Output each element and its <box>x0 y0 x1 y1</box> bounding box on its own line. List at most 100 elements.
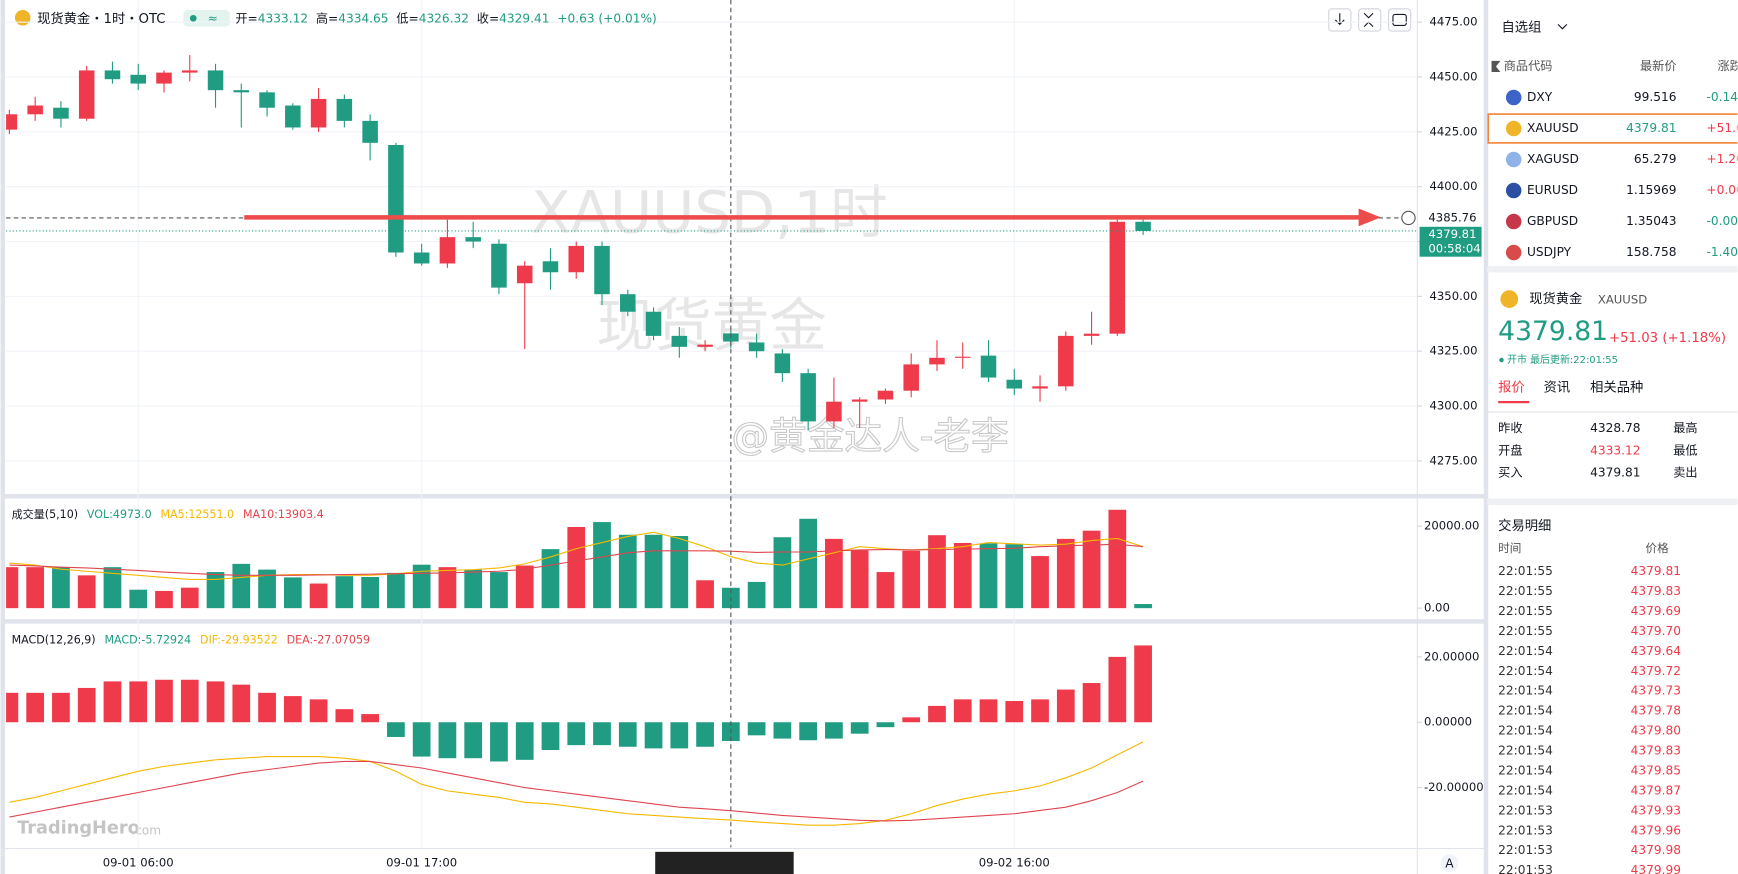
indicator-line <box>9 760 1144 822</box>
macd-bar <box>825 722 843 739</box>
trade-time: 22:01:54 <box>1498 783 1553 797</box>
y-tick-label: 4275.00 <box>1430 453 1478 467</box>
macd-bar <box>928 705 946 723</box>
candle-body <box>259 92 275 108</box>
volume-bar <box>438 567 457 609</box>
volume-bar <box>206 572 225 609</box>
watchlist-row[interactable]: EURUSD 1.15969 +0.0004 <box>1505 182 1738 199</box>
macd-bar <box>1108 656 1127 723</box>
watchlist-row[interactable]: GBPUSD 1.35043 -0.0010 <box>1505 213 1738 230</box>
macd-bar <box>52 692 70 723</box>
macd-bar <box>541 722 560 751</box>
price[interactable]: 65.279 <box>1634 152 1677 166</box>
candle-body <box>697 344 713 347</box>
legend-entry: DEA:-27.07059 <box>287 633 370 646</box>
volume-bar <box>953 542 972 609</box>
watchlist-group[interactable]: 自选组 <box>1502 20 1542 36</box>
change[interactable]: +51.0 <box>1706 121 1738 135</box>
symbol[interactable]: XAGUSD <box>1527 152 1579 166</box>
trade-price: 4379.64 <box>1631 644 1682 658</box>
change[interactable]: -1.40 <box>1706 245 1738 259</box>
volume-bar <box>825 538 843 609</box>
candle-body <box>439 237 456 264</box>
watchlist-row[interactable]: DXY 99.516 -0.14 <box>1505 89 1738 106</box>
indicator-line <box>9 531 1144 581</box>
candle-body <box>465 237 481 242</box>
button[interactable] <box>1358 8 1382 32</box>
candle-body <box>620 294 636 312</box>
symbol[interactable]: DXY <box>1527 90 1553 104</box>
panel-title: MACD(12,26,9) <box>12 633 96 646</box>
price[interactable]: 1.15969 <box>1626 183 1676 197</box>
macd-bar <box>1005 701 1024 723</box>
trade-time: 22:01:54 <box>1498 724 1553 738</box>
detail-name: 现货黄金 <box>1529 290 1582 307</box>
side-divider <box>1483 0 1489 874</box>
watchlist-row[interactable]: XAUUSD 4379.81 +51.0 <box>1505 120 1738 137</box>
trade-price: 4379.99 <box>1631 863 1681 874</box>
change[interactable]: +1.20 <box>1706 152 1738 166</box>
trade-price: 4379.80 <box>1631 724 1681 738</box>
volume-bar <box>309 583 328 609</box>
symbol-icon <box>1505 120 1522 137</box>
column-header: 最新价 <box>1640 58 1677 73</box>
section-divider <box>1487 265 1738 273</box>
macd-bar <box>155 679 173 723</box>
watermark: TradingHero <box>17 819 140 839</box>
volume-bar <box>902 550 921 609</box>
candle-body <box>1109 221 1126 334</box>
volume-bar <box>850 550 869 609</box>
trade-time: 22:01:54 <box>1498 664 1553 678</box>
volume-bar <box>1134 604 1152 609</box>
last-price-box <box>1419 226 1482 257</box>
status-dot <box>1499 357 1504 363</box>
tab[interactable]: 报价 <box>1498 380 1525 396</box>
change[interactable]: -0.14 <box>1706 90 1738 104</box>
symbol[interactable]: XAUUSD <box>1527 121 1579 135</box>
stat-label: 最低 <box>1673 443 1697 457</box>
macd-bar <box>696 722 714 747</box>
side-panel: 自选组商品代码最新价涨跌DXY99.516-0.14XAUUSD4379.81+… <box>1498 20 1738 874</box>
macd-bar <box>490 722 508 762</box>
watchlist-row[interactable]: XAGUSD 65.279 +1.20 <box>1505 151 1738 168</box>
macd-bar <box>361 714 379 723</box>
candle-body <box>53 107 69 119</box>
trade-price: 4379.69 <box>1631 604 1681 618</box>
y-tick-label: 20000.00 <box>1424 519 1479 533</box>
tab[interactable]: 相关品种 <box>1590 380 1643 396</box>
scale-button[interactable] <box>1440 854 1459 872</box>
dropdown-icon <box>1557 23 1568 30</box>
column-header: 价格 <box>1646 541 1670 555</box>
trade-price: 4379.70 <box>1631 624 1681 638</box>
macd-bar <box>283 696 302 723</box>
macd-bar <box>515 722 534 760</box>
macd-bar <box>335 709 354 723</box>
price[interactable]: 4379.81 <box>1626 121 1676 135</box>
change[interactable]: -0.0010 <box>1706 214 1738 228</box>
price[interactable]: 1.35043 <box>1626 214 1676 228</box>
candle-body <box>800 373 816 422</box>
y-tick-label: 4450.00 <box>1430 70 1478 84</box>
button[interactable] <box>1387 8 1412 32</box>
price[interactable]: 158.758 <box>1626 245 1676 259</box>
ohlc-label: 低= <box>396 11 418 25</box>
tab[interactable]: 资讯 <box>1544 380 1571 396</box>
trade-time: 22:01:54 <box>1498 644 1553 658</box>
panel-title: 成交量(5,10) <box>12 507 78 521</box>
symbol[interactable]: GBPUSD <box>1527 214 1578 228</box>
volume-bar <box>180 587 199 609</box>
detail-code: XAUUSD <box>1598 293 1647 307</box>
price[interactable]: 99.516 <box>1634 90 1677 104</box>
symbol[interactable]: EURUSD <box>1527 183 1578 197</box>
scale-button-label[interactable]: A <box>1445 857 1454 871</box>
watermark: XAUUSD,1时 <box>531 180 888 247</box>
symbol[interactable]: USDJPY <box>1527 245 1572 259</box>
candle-body <box>233 90 250 93</box>
volume-bar <box>129 589 148 609</box>
watchlist-row[interactable]: USDJPY 158.758 -1.40 <box>1505 244 1738 261</box>
legend-entry: MA10:13903.4 <box>243 508 324 521</box>
change[interactable]: +0.0004 <box>1706 183 1738 197</box>
volume-bar <box>515 565 534 609</box>
symbol-icon <box>1505 151 1522 168</box>
